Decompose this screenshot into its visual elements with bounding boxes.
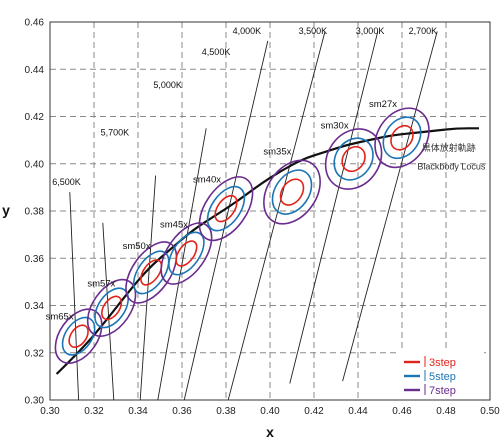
cct-line xyxy=(102,222,115,400)
x-tick-label: 0.44 xyxy=(348,406,368,417)
cct-label: 6,500K xyxy=(52,177,81,187)
ellipse-3step xyxy=(68,324,89,349)
ellipse-7step xyxy=(374,107,430,169)
legend-label: 7step xyxy=(429,385,456,397)
ellipse-7step xyxy=(160,222,213,285)
ellipse-3step xyxy=(140,259,163,286)
axes: 0.30 0.32 0.34 0.36 0.38 0.40 0.42 0.44 0.46 0.48… xyxy=(2,18,500,441)
x-tick-label: 0.50 xyxy=(480,406,500,417)
x-tick-label: 0.48 xyxy=(436,406,456,417)
cct-line xyxy=(342,31,438,382)
ellipse-label: sm35x xyxy=(263,146,291,157)
ellipse-7step xyxy=(86,278,137,337)
cct-label: 2,700K xyxy=(409,26,438,36)
ellipse-label: sm27x xyxy=(369,99,397,110)
ellipse-3step xyxy=(341,145,366,173)
ellipse-label: sm50x xyxy=(123,241,151,252)
ellipse-7step xyxy=(198,176,254,242)
ellipse-7step xyxy=(324,128,383,190)
y-tick-label: 0.44 xyxy=(25,65,45,76)
ellipse-5step xyxy=(271,169,313,215)
ellipse-5step xyxy=(94,287,129,329)
blackbody-locus-curve xyxy=(55,127,479,375)
grid xyxy=(50,22,490,400)
cct-label: 4,000K xyxy=(233,26,262,36)
ellipse-3step xyxy=(101,295,123,321)
x-axis-title: x xyxy=(266,424,274,440)
ellipse-5step xyxy=(61,316,96,356)
ellipse-label: sm45x xyxy=(160,220,188,231)
x-tick-label: 0.32 xyxy=(84,406,104,417)
annotation-labels: 6,500K 5,700K 5,000K 4,500K 4,000K 3,500K 3,00… xyxy=(46,26,486,323)
y-axis-title: y xyxy=(2,202,10,218)
ellipse-label: sm65x xyxy=(46,312,74,323)
ellipse-7step xyxy=(125,241,178,304)
x-tick-label: 0.30 xyxy=(40,406,60,417)
cct-label: 3,000K xyxy=(356,26,385,36)
ellipse-5step xyxy=(333,137,374,181)
y-tick-label: 0.38 xyxy=(25,207,45,218)
blackbody-locus xyxy=(55,127,479,375)
locus-label-en: Blackbody Locus xyxy=(417,162,486,172)
macadam-ellipses xyxy=(54,107,430,364)
cct-label: 5,000K xyxy=(153,80,182,90)
x-tick-label: 0.34 xyxy=(128,406,148,417)
ellipse-3step xyxy=(214,194,238,223)
plot-frame xyxy=(49,21,491,401)
legend: 3step 5step 7step xyxy=(398,350,484,398)
ellipse-3step xyxy=(390,124,414,151)
ellipse-3step xyxy=(279,178,305,206)
y-tick-label: 0.42 xyxy=(25,112,45,123)
ellipse-5step xyxy=(206,185,246,232)
cct-line xyxy=(69,192,80,400)
ellipse-label: sm40x xyxy=(193,175,221,186)
y-tick-label: 0.46 xyxy=(25,18,45,29)
ellipse-3step xyxy=(175,240,198,267)
x-tick-label: 0.46 xyxy=(392,406,412,417)
ellipse-5step xyxy=(382,116,422,160)
legend-label: 5step xyxy=(429,371,456,383)
cct-label: 4,500K xyxy=(202,47,231,57)
cct-line xyxy=(289,31,379,384)
y-tick-label: 0.36 xyxy=(25,254,45,265)
y-tick-label: 0.34 xyxy=(25,301,45,312)
legend-label: 3step xyxy=(429,357,456,369)
ellipse-7step xyxy=(263,159,321,225)
ellipse-label: sm57x xyxy=(87,279,115,290)
cct-label: 3,500K xyxy=(299,26,328,36)
cct-line xyxy=(139,175,157,400)
ellipse-5step xyxy=(132,250,170,295)
cct-line xyxy=(227,31,326,400)
cct-lines xyxy=(69,31,438,400)
y-tick-label: 0.40 xyxy=(25,159,45,170)
x-tick-label: 0.40 xyxy=(260,406,280,417)
x-tick-label: 0.42 xyxy=(304,406,324,417)
ellipse-label: sm30x xyxy=(321,120,349,131)
ellipse-5step xyxy=(168,231,205,276)
locus-label-ja: 黒体放射軌跡 xyxy=(422,142,476,153)
cct-label: 5,700K xyxy=(101,127,130,137)
cct-line xyxy=(157,128,207,400)
x-tick-label: 0.38 xyxy=(216,406,236,417)
y-tick-label: 0.30 xyxy=(25,396,45,407)
y-tick-label: 0.32 xyxy=(25,348,45,359)
x-tick-label: 0.36 xyxy=(172,406,192,417)
